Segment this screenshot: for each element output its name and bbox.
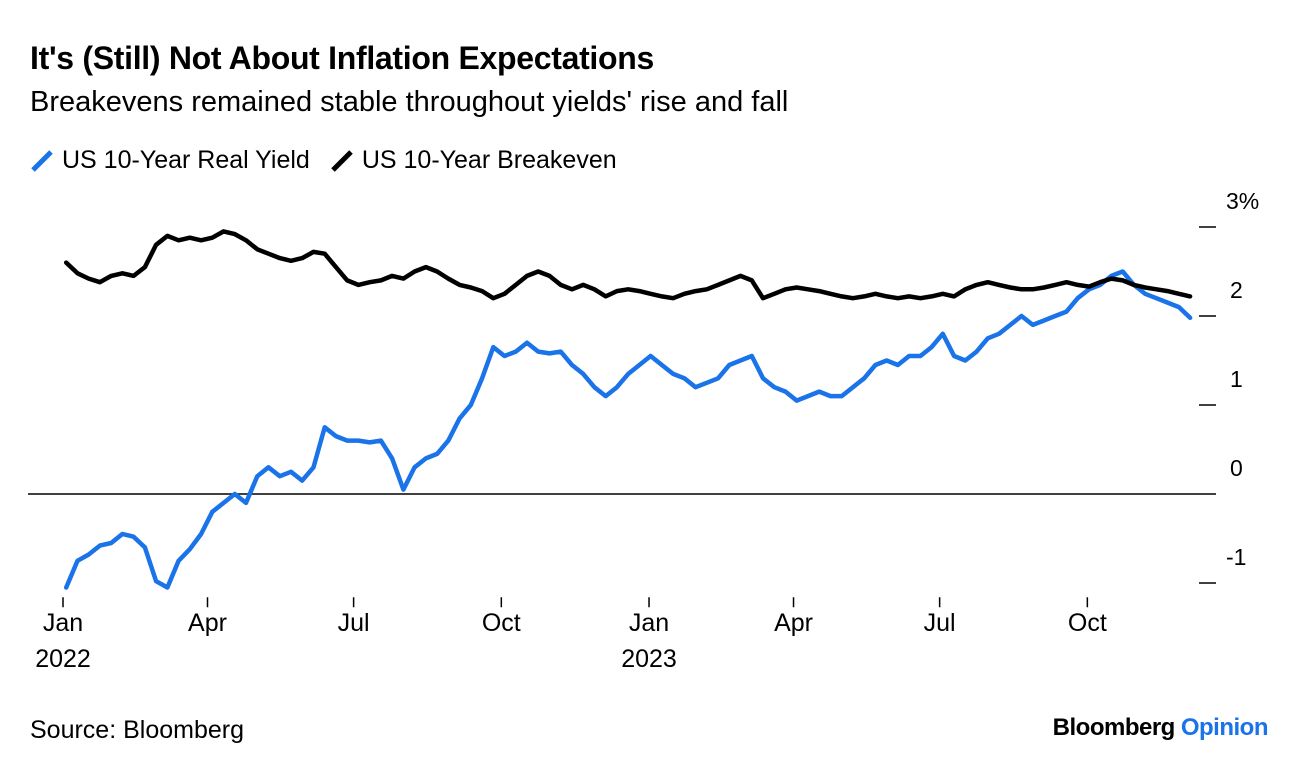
y-tick-label: 0	[1230, 455, 1243, 481]
x-tick-year-label: 2023	[621, 645, 677, 673]
x-tick-label: Oct	[1068, 609, 1107, 637]
brand-section: Opinion	[1180, 714, 1269, 741]
brand-logo: Bloomberg Opinion	[1052, 714, 1269, 742]
chart-subtitle: Breakevens remained stable throughout yi…	[30, 86, 789, 118]
y-tick-label: 2	[1230, 277, 1243, 303]
brand-name: Bloomberg	[1052, 714, 1176, 741]
y-tick-label: -1	[1226, 544, 1246, 570]
y-tick-label: 1	[1230, 366, 1243, 392]
x-tick-year-label: 2022	[35, 645, 91, 673]
x-tick-label: Apr	[188, 609, 227, 637]
x-tick-label: Oct	[482, 609, 521, 637]
x-tick-label: Jul	[924, 609, 956, 637]
y-tick-label: 3%	[1226, 188, 1259, 214]
legend-swatch-real-yield	[31, 149, 53, 172]
series-line-breakeven	[63, 229, 1193, 301]
legend-label-breakeven: US 10-Year Breakeven	[361, 146, 617, 174]
legend-item-breakeven: US 10-Year Breakeven	[330, 146, 617, 175]
chart-title: It's (Still) Not About Inflation Expecta…	[30, 40, 655, 76]
x-tick-label: Jan	[43, 609, 83, 637]
x-tick-label: Jan	[629, 609, 669, 637]
legend-swatch-breakeven	[331, 149, 353, 172]
legend-label-real-yield: US 10-Year Real Yield	[62, 146, 310, 174]
x-tick-label: Jul	[338, 609, 370, 637]
x-tick-label: Apr	[774, 609, 813, 637]
series-line-real-yield	[63, 269, 1193, 590]
chart-legend: US 10-Year Real Yield US 10-Year Breakev…	[30, 146, 637, 175]
legend-item-real-yield: US 10-Year Real Yield	[30, 146, 310, 175]
source-note: Source: Bloomberg	[30, 716, 245, 744]
